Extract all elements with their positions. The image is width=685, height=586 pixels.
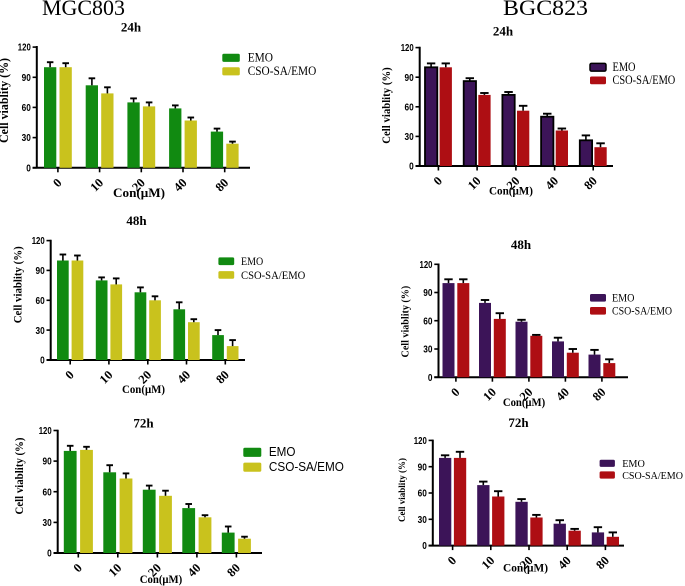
svg-text:60: 60 [36,296,46,307]
svg-text:Cell viablity (%): Cell viablity (%) [0,58,11,143]
svg-text:10: 10 [479,553,498,572]
svg-text:80: 80 [593,553,612,572]
svg-text:Con(μM): Con(μM) [503,395,545,409]
svg-text:30: 30 [423,345,433,356]
svg-text:10: 10 [87,176,106,195]
svg-text:24h: 24h [493,24,514,39]
svg-text:60: 60 [405,102,415,113]
svg-text:80: 80 [213,176,232,195]
svg-text:10: 10 [97,368,116,387]
svg-text:CSO-SA/EMO: CSO-SA/EMO [612,304,672,318]
svg-text:60: 60 [43,487,53,498]
svg-text:40: 40 [171,176,190,195]
svg-text:Con(μM): Con(μM) [489,184,533,198]
svg-text:Con(μM): Con(μM) [140,572,183,586]
svg-text:EMO: EMO [613,60,636,74]
svg-text:30: 30 [43,518,53,529]
svg-text:Cell viablity (%): Cell viablity (%) [381,67,393,144]
svg-text:40: 40 [174,368,193,387]
svg-text:0: 0 [47,549,52,560]
svg-text:80: 80 [581,174,600,193]
svg-text:10: 10 [465,174,484,193]
svg-text:0: 0 [428,373,433,384]
svg-text:30: 30 [22,133,32,144]
svg-text:0: 0 [422,541,427,552]
svg-text:MGC803: MGC803 [42,0,125,20]
svg-text:80: 80 [213,368,232,387]
svg-text:0: 0 [409,162,414,173]
svg-text:72h: 72h [508,415,529,430]
svg-text:0: 0 [63,368,77,382]
svg-text:0: 0 [40,356,45,367]
svg-text:120: 120 [32,236,45,247]
svg-text:120: 120 [39,426,52,437]
svg-text:Cell viablity (%): Cell viablity (%) [401,286,412,358]
svg-text:24h: 24h [121,20,142,35]
svg-text:48h: 48h [511,237,532,252]
svg-text:90: 90 [36,266,46,277]
svg-text:Con(μM): Con(μM) [503,561,548,575]
svg-text:0: 0 [431,174,445,188]
svg-text:EMO: EMO [269,445,296,459]
svg-text:CSO-SA/EMO: CSO-SA/EMO [248,64,317,78]
svg-text:EMO: EMO [622,458,645,470]
svg-text:10: 10 [106,561,125,580]
svg-text:CSO-SA/EMO: CSO-SA/EMO [613,73,676,87]
svg-text:30: 30 [418,515,428,526]
svg-text:30: 30 [36,326,46,337]
svg-text:120: 120 [18,43,31,54]
svg-text:Cell viablity (%): Cell viablity (%) [14,437,26,514]
svg-text:0: 0 [445,553,459,567]
svg-text:30: 30 [405,132,415,143]
svg-text:Cell viablity (%): Cell viablity (%) [13,246,25,323]
svg-text:EMO: EMO [612,291,635,305]
svg-text:40: 40 [555,553,574,572]
svg-text:40: 40 [185,561,204,580]
svg-text:Con(μM): Con(μM) [113,185,165,200]
svg-text:60: 60 [22,103,32,114]
svg-text:90: 90 [405,73,415,84]
svg-text:60: 60 [423,316,433,327]
svg-text:80: 80 [590,385,609,404]
svg-text:CSO-SA/EMO: CSO-SA/EMO [269,460,344,474]
svg-text:48h: 48h [126,213,147,228]
svg-text:120: 120 [401,43,414,54]
svg-text:CSO-SA/EMO: CSO-SA/EMO [241,268,306,282]
svg-text:0: 0 [26,163,31,174]
svg-text:BGC823: BGC823 [503,0,588,20]
svg-text:CSO-SA/EMO: CSO-SA/EMO [622,470,683,482]
svg-text:60: 60 [418,489,428,500]
svg-text:EMO: EMO [241,254,263,268]
svg-text:10: 10 [480,385,499,404]
svg-text:40: 40 [542,174,561,193]
svg-text:Cell viablity (%): Cell viablity (%) [397,458,408,522]
svg-text:120: 120 [414,436,427,447]
svg-text:90: 90 [43,457,53,468]
svg-text:80: 80 [224,561,243,580]
svg-text:40: 40 [553,385,572,404]
svg-text:EMO: EMO [248,51,273,65]
svg-text:0: 0 [71,561,85,575]
svg-text:120: 120 [420,260,433,271]
svg-text:0: 0 [448,385,462,399]
svg-text:90: 90 [423,288,433,299]
svg-text:0: 0 [50,176,64,190]
svg-text:Con(μM): Con(μM) [122,382,165,396]
svg-text:90: 90 [418,462,428,473]
svg-text:90: 90 [22,73,32,84]
svg-text:72h: 72h [133,416,154,431]
